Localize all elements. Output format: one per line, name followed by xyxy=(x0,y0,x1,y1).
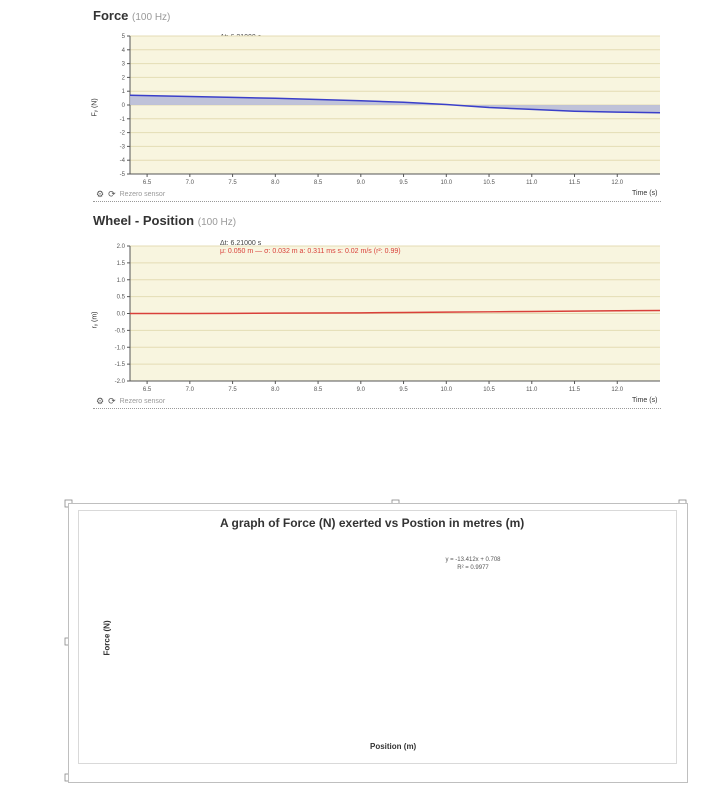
force-sensor-row: ⚙ ⟳ Rezero sensor xyxy=(96,189,165,200)
position-ytick-label: 1.5 xyxy=(117,261,126,267)
position-rate: (100 Hz) xyxy=(197,217,237,228)
position-xtick-label: 7.0 xyxy=(186,387,195,393)
divider xyxy=(93,201,661,202)
force-xtick-label: 6.5 xyxy=(143,180,152,186)
position-time-label: Time (s) xyxy=(632,397,658,404)
force-ytick-label: -4 xyxy=(120,158,126,164)
position-xtick-label: 10.5 xyxy=(483,387,495,393)
force-xtick-label: 8.0 xyxy=(271,180,280,186)
force-rate: (100 Hz) xyxy=(132,12,171,23)
force-ytick-label: -3 xyxy=(120,144,126,150)
position-stats: Δt: 6.21000 s μ: 0.050 m — σ: 0.032 m a:… xyxy=(220,240,401,256)
position-xtick-label: 10.0 xyxy=(440,387,452,393)
force-xtick-label: 11.0 xyxy=(526,180,538,186)
force-time-label: Time (s) xyxy=(632,190,658,197)
position-ytick-label: 0.5 xyxy=(117,295,126,301)
force-ylabel: Fᵧ (N) xyxy=(91,98,99,117)
position-ytick-label: 2.0 xyxy=(117,244,126,250)
position-ytick-label: 0.0 xyxy=(117,312,126,318)
position-dt: Δt: 6.21000 s xyxy=(220,240,262,247)
position-xtick-label: 12.0 xyxy=(611,387,623,393)
trend-eq: y = -13.412x + 0.708 xyxy=(445,557,501,563)
position-plot-bg xyxy=(130,246,660,381)
position-xtick-label: 7.5 xyxy=(228,387,237,393)
position-stats-text: μ: 0.050 m — σ: 0.032 m a: 0.311 ms s: 0… xyxy=(220,248,401,255)
position-xtick-label: 8.5 xyxy=(314,387,323,393)
excel-ylabel: Force (N) xyxy=(102,620,112,656)
force-ytick-label: -1 xyxy=(120,117,126,123)
force-ytick-label: 1 xyxy=(122,89,126,95)
force-xtick-label: 7.5 xyxy=(228,180,237,186)
force-stats: Δt: 6.21000 s μ: 0.048 N — σ: 0.43 N a: … xyxy=(220,34,396,50)
trendline-equation: y = -13.412x + 0.708 R² = 0.9977 xyxy=(428,556,518,572)
force-title-text: Force xyxy=(93,8,129,23)
position-title-text: Wheel - Position xyxy=(93,213,195,228)
position-xtick-label: 9.5 xyxy=(399,387,408,393)
position-ytick-label: 1.0 xyxy=(117,278,126,284)
position-xtick-label: 6.5 xyxy=(143,387,152,393)
position-xtick-label: 11.0 xyxy=(526,387,538,393)
force-xtick-label: 12.0 xyxy=(611,180,623,186)
excel-xlabel: Position (m) xyxy=(370,742,417,751)
excel-plot-frame xyxy=(78,510,677,764)
gear-icon[interactable]: ⚙ xyxy=(96,396,105,406)
rezero-icon[interactable]: ⟳ xyxy=(108,396,116,406)
force-rezero-label[interactable]: Rezero sensor xyxy=(119,191,166,198)
force-panel-title: Force (100 Hz) xyxy=(93,8,170,23)
force-ytick-label: 5 xyxy=(122,34,126,40)
position-xtick-label: 11.5 xyxy=(569,387,581,393)
rezero-icon[interactable]: ⟳ xyxy=(108,189,116,199)
force-ytick-label: 3 xyxy=(122,62,126,68)
force-dt: Δt: 6.21000 s xyxy=(220,34,262,41)
excel-chart-title: A graph of Force (N) exerted vs Postion … xyxy=(220,516,525,530)
position-panel-title: Wheel - Position (100 Hz) xyxy=(93,213,236,228)
position-ytick-label: -0.5 xyxy=(115,328,126,334)
force-plot-bg xyxy=(130,36,660,174)
force-series-line xyxy=(129,94,661,114)
position-ytick-label: -1.5 xyxy=(115,362,126,368)
excel-chart-area[interactable] xyxy=(68,503,688,783)
position-ylabel: rᵧ (m) xyxy=(91,311,99,329)
force-ytick-label: 0 xyxy=(122,103,126,109)
force-xtick-label: 9.5 xyxy=(399,180,408,186)
position-rezero-label[interactable]: Rezero sensor xyxy=(119,398,166,405)
force-area xyxy=(130,95,660,113)
force-stats-text: μ: 0.048 N — σ: 0.43 N a: 0.300 Ns s: -0… xyxy=(220,42,397,49)
position-ytick-label: -1.0 xyxy=(115,345,126,351)
position-xtick-label: 9.0 xyxy=(357,387,366,393)
force-xtick-label: 7.0 xyxy=(186,180,195,186)
force-xtick-label: 8.5 xyxy=(314,180,323,186)
divider xyxy=(93,408,661,409)
force-ytick-label: 4 xyxy=(122,48,126,54)
force-xtick-label: 9.0 xyxy=(357,180,366,186)
position-series-line xyxy=(130,309,661,315)
force-ytick-label: -5 xyxy=(120,172,126,178)
position-ytick-label: -2.0 xyxy=(115,379,126,385)
position-xtick-label: 8.0 xyxy=(271,387,280,393)
force-xtick-label: 10.0 xyxy=(440,180,452,186)
force-xtick-label: 11.5 xyxy=(569,180,581,186)
force-ytick-label: -2 xyxy=(120,131,126,137)
position-sensor-row: ⚙ ⟳ Rezero sensor xyxy=(96,396,165,407)
force-xtick-label: 10.5 xyxy=(483,180,495,186)
trend-r2: R² = 0.9977 xyxy=(457,565,489,571)
force-ytick-label: 2 xyxy=(122,75,126,81)
gear-icon[interactable]: ⚙ xyxy=(96,189,105,199)
